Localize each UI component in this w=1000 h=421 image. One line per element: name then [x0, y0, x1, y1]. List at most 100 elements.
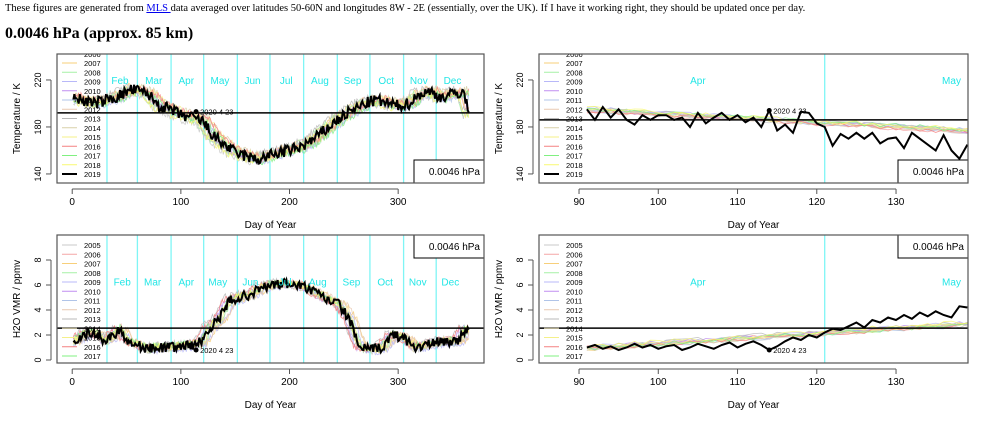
- month-label: May: [208, 277, 227, 288]
- legend-label-2015: 2015: [566, 133, 583, 142]
- legend-label-2008: 2008: [566, 68, 583, 77]
- legend-label-2015: 2015: [84, 133, 101, 142]
- y-tick-label: 140: [515, 166, 525, 181]
- series-line-2018: [73, 88, 470, 165]
- page-heading: 0.0046 hPa (approx. 85 km): [5, 25, 194, 42]
- legend-label-2016: 2016: [566, 142, 583, 151]
- month-label: Jun: [245, 76, 261, 87]
- legend-label-2014: 2014: [566, 324, 583, 333]
- legend-label-2012: 2012: [84, 105, 101, 114]
- legend-label-2013: 2013: [84, 315, 101, 324]
- x-tick-label: 100: [650, 377, 667, 388]
- legend-label-2007: 2007: [84, 59, 101, 68]
- y-tick-label: 2: [515, 332, 525, 337]
- month-label: Oct: [378, 76, 394, 87]
- y-tick-label: 6: [515, 282, 525, 287]
- legend-label-2015: 2015: [84, 334, 101, 343]
- month-label: Sep: [343, 277, 361, 288]
- y-tick-label: 4: [33, 307, 43, 312]
- legend-label-2009: 2009: [566, 78, 583, 87]
- x-tick-label: 100: [173, 197, 190, 208]
- y-axis-title: Temperature / K: [494, 83, 505, 154]
- x-tick-label: 0: [69, 197, 75, 208]
- intro-after: data averaged over latitudes 50-60N and …: [170, 3, 806, 14]
- intro-text: These figures are generated from MLS dat…: [5, 3, 805, 14]
- month-label: Aug: [309, 277, 327, 288]
- y-tick-label: 0: [515, 357, 525, 362]
- legend-label-2006: 2006: [566, 50, 583, 59]
- pressure-label: 0.0046 hPa: [429, 242, 481, 253]
- x-axis-title: Day of Year: [245, 400, 297, 411]
- y-tick-label: 0: [33, 357, 43, 362]
- legend-label-2007: 2007: [566, 59, 583, 68]
- y-tick-label: 180: [515, 119, 525, 134]
- month-label: Feb: [111, 76, 129, 87]
- pressure-label-box: [897, 235, 968, 259]
- legend-label-2015: 2015: [566, 334, 583, 343]
- plot-area: Feb Mar Apr May Jun Jul Aug Sep Oct Nov Dec 2020 4 …: [57, 235, 484, 370]
- month-label: Nov: [409, 277, 427, 288]
- x-tick-label: 120: [808, 377, 825, 388]
- legend-label-2019: 2019: [566, 170, 583, 179]
- legend-label-2009: 2009: [84, 278, 101, 287]
- mls-link[interactable]: MLS: [146, 3, 171, 14]
- y-tick-label: 8: [33, 257, 43, 262]
- today-marker: [766, 347, 772, 353]
- plot-frame: [56, 53, 485, 184]
- x-axis-title: Day of Year: [245, 220, 297, 231]
- series-line-2012: [586, 108, 968, 133]
- month-label: Dec: [441, 277, 459, 288]
- legend-label-2016: 2016: [84, 343, 101, 352]
- legend-label-2014: 2014: [84, 124, 101, 133]
- series-line-2019: [72, 276, 470, 355]
- x-tick-label: 300: [390, 197, 407, 208]
- legend-label-2010: 2010: [84, 87, 101, 96]
- legend-label-2018: 2018: [84, 361, 101, 370]
- month-label: Sep: [344, 76, 362, 87]
- chart-h2o-year: Feb Mar Apr May Jun Jul Aug Sep Oct Nov Dec 2020 4 …: [12, 234, 485, 411]
- pressure-label: 0.0046 hPa: [913, 242, 965, 253]
- legend-label-2009: 2009: [566, 278, 583, 287]
- legend-label-2017: 2017: [566, 352, 583, 361]
- pressure-label: 0.0046 hPa: [429, 167, 481, 178]
- legend-label-2007: 2007: [84, 260, 101, 269]
- x-tick-label: 200: [281, 377, 298, 388]
- legend-label-2017: 2017: [84, 352, 101, 361]
- y-tick-label: 6: [33, 282, 43, 287]
- x-tick-label: 100: [650, 197, 667, 208]
- legend-label-2013: 2013: [566, 315, 583, 324]
- today-marker-label: 2020 4 23: [200, 108, 233, 117]
- series-line-2018: [586, 320, 968, 348]
- today-marker-label: 2020 4 23: [200, 346, 233, 355]
- legend-label-2005: 2005: [84, 241, 101, 250]
- plot-frame: [56, 234, 485, 364]
- x-tick-label: 90: [573, 377, 585, 388]
- month-label: Feb: [114, 277, 132, 288]
- x-tick-label: 300: [390, 377, 407, 388]
- legend-label-2009: 2009: [84, 78, 101, 87]
- x-tick-label: 130: [888, 197, 905, 208]
- today-marker-label: 2020 4 23: [773, 346, 806, 355]
- x-tick-label: 200: [281, 197, 298, 208]
- month-label: Dec: [444, 76, 462, 87]
- legend-label-2011: 2011: [566, 297, 582, 306]
- legend-label-2005: 2005: [566, 241, 583, 250]
- legend-label-2010: 2010: [566, 87, 583, 96]
- x-axis-title: Day of Year: [728, 400, 780, 411]
- month-label: May: [211, 76, 230, 87]
- legend-label-2011: 2011: [84, 96, 100, 105]
- y-axis-title: H2O VMR / ppmv: [494, 260, 505, 338]
- x-axis-title: Day of Year: [728, 220, 780, 231]
- legend-label-2010: 2010: [84, 287, 101, 296]
- plot-frame: [538, 53, 969, 184]
- y-tick-label: 4: [515, 307, 525, 312]
- legend-label-2019: 2019: [84, 170, 101, 179]
- legend-label-2008: 2008: [566, 269, 583, 278]
- x-tick-label: 90: [573, 197, 585, 208]
- legend-label-2017: 2017: [566, 152, 583, 161]
- legend-label-2013: 2013: [84, 115, 101, 124]
- y-tick-label: 180: [33, 119, 43, 134]
